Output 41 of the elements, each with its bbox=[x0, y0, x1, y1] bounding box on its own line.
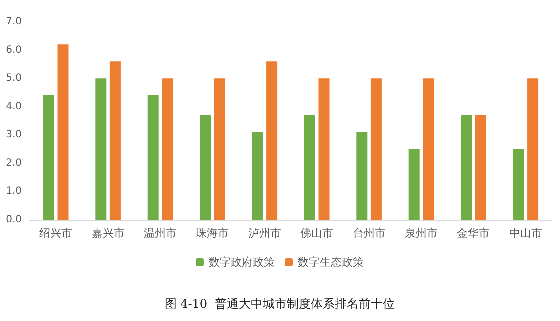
y-tick-label: 0.0 bbox=[6, 214, 22, 226]
x-tick-label: 泸州市 bbox=[248, 227, 282, 240]
bar bbox=[408, 149, 420, 220]
legend-label: 数字政府政策 bbox=[209, 256, 275, 269]
bar bbox=[148, 96, 159, 220]
x-tick-label: 珠海市 bbox=[196, 227, 230, 240]
x-tick-label: 中山市 bbox=[509, 227, 542, 240]
bar bbox=[162, 78, 174, 220]
text: 图 4-10 普通大中城市制度体系排名前十位 bbox=[164, 297, 396, 311]
x-tick-label: 嘉兴市 bbox=[92, 227, 125, 240]
y-tick-label: 2.0 bbox=[6, 158, 22, 169]
y-tick-label: 5.0 bbox=[6, 73, 22, 84]
bar bbox=[214, 78, 226, 220]
x-tick-label: 绍兴市 bbox=[40, 227, 73, 240]
y-tick-label: 1.0 bbox=[6, 186, 22, 198]
x-tick-label: 台州市 bbox=[352, 227, 386, 240]
x-tick-label: 金华市 bbox=[457, 227, 490, 240]
bar bbox=[96, 78, 107, 220]
bar bbox=[513, 149, 524, 220]
bar bbox=[110, 62, 121, 220]
bar bbox=[58, 44, 69, 220]
bar bbox=[200, 115, 212, 220]
bar bbox=[304, 115, 316, 220]
bar bbox=[461, 115, 472, 220]
bar bbox=[423, 78, 434, 220]
bar bbox=[370, 78, 382, 220]
y-tick-label: 3.0 bbox=[6, 130, 22, 141]
y-tick-label: 4.0 bbox=[6, 101, 22, 112]
legend-label: 数字生态政策 bbox=[298, 256, 364, 269]
bar bbox=[528, 78, 539, 220]
y-tick-label: 7.0 bbox=[6, 16, 22, 28]
x-tick-label: 佛山市 bbox=[300, 227, 334, 240]
y-tick-label: 6.0 bbox=[6, 44, 22, 56]
bar bbox=[475, 115, 486, 220]
x-tick-label: 泉州市 bbox=[405, 227, 438, 240]
bar bbox=[356, 132, 368, 220]
bar bbox=[43, 96, 54, 220]
x-tick-label: 温州市 bbox=[144, 227, 177, 240]
bar bbox=[318, 78, 330, 220]
bar bbox=[266, 62, 278, 220]
bar bbox=[252, 132, 264, 220]
